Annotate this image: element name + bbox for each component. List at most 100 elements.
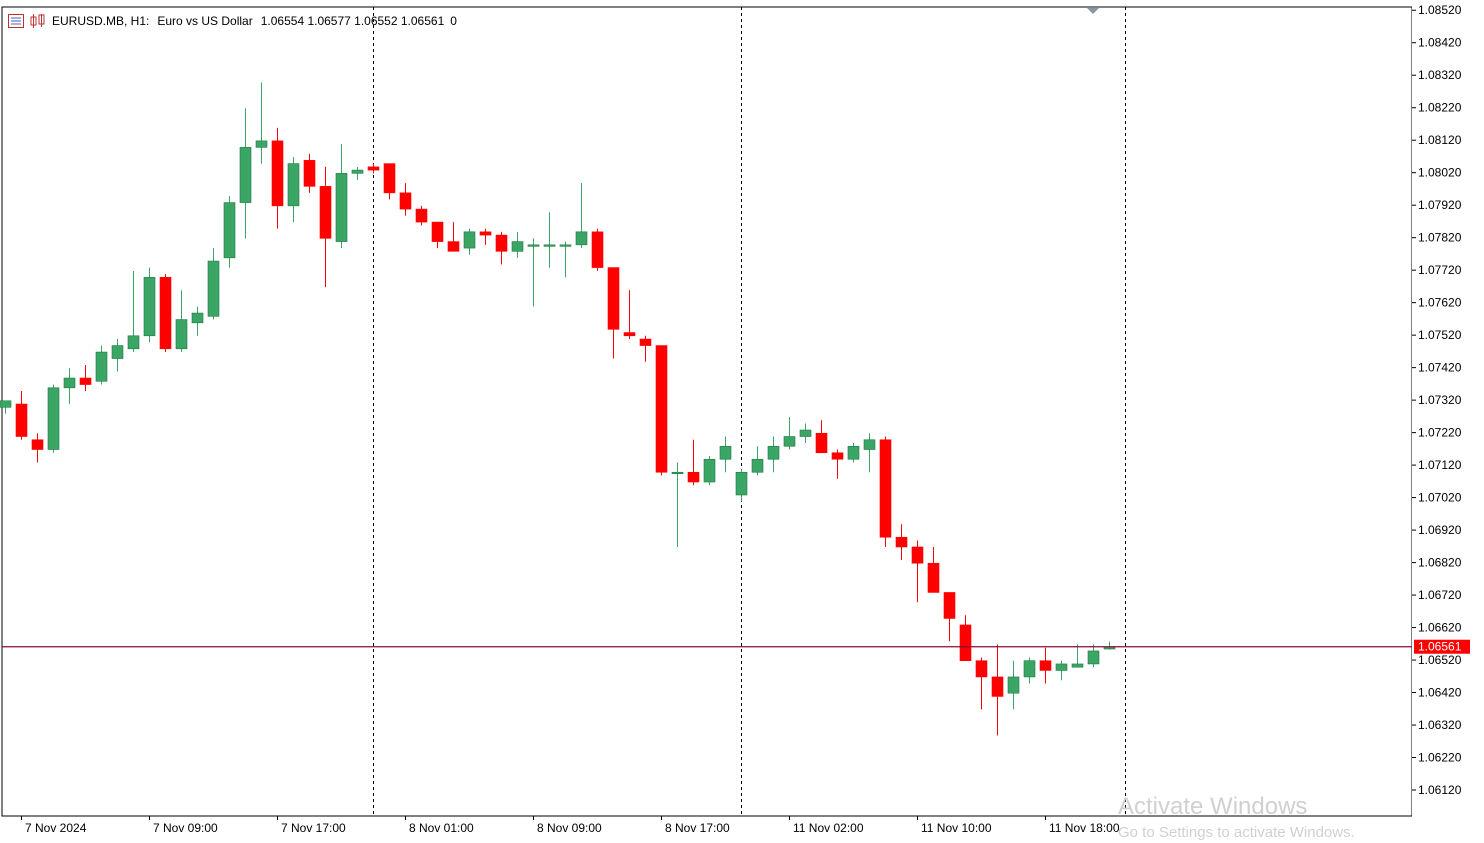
- candle: [735, 469, 748, 502]
- candle-body: [719, 445, 732, 460]
- candle-body: [559, 244, 572, 247]
- candle-body: [31, 439, 44, 450]
- candle: [431, 221, 444, 249]
- candle-body: [495, 234, 508, 252]
- candle-body: [943, 592, 956, 619]
- candle-body: [239, 147, 252, 203]
- candle-body: [255, 140, 268, 148]
- time-tick-label: 7 Nov 2024: [25, 821, 87, 835]
- candle: [623, 290, 636, 340]
- price-tick-label: 1.07820: [1418, 231, 1462, 245]
- candle-body: [575, 231, 588, 246]
- candle-body: [991, 676, 1004, 697]
- candle: [1023, 657, 1036, 684]
- candle-body: [319, 186, 332, 239]
- candle: [31, 433, 44, 463]
- candle: [975, 657, 988, 710]
- candle-body: [367, 166, 380, 171]
- price-axis: [1412, 0, 1484, 838]
- candle: [847, 443, 860, 463]
- volume-value: 0: [450, 14, 457, 28]
- time-tick-label: 8 Nov 09:00: [537, 821, 602, 835]
- candle-body: [591, 231, 604, 268]
- candle: [991, 644, 1004, 736]
- candle: [207, 248, 220, 320]
- price-tick-label: 1.06320: [1418, 718, 1462, 732]
- candle-body: [655, 345, 668, 473]
- candle-body: [335, 173, 348, 242]
- price-tick-label: 1.08320: [1418, 68, 1462, 82]
- price-tick-label: 1.07320: [1418, 393, 1462, 407]
- candle: [351, 166, 364, 180]
- candle-body: [623, 332, 636, 337]
- candle: [639, 335, 652, 362]
- candle-body: [879, 439, 892, 538]
- candle: [911, 540, 924, 603]
- candle: [767, 436, 780, 473]
- candle-body: [1039, 660, 1052, 671]
- candle-body: [959, 624, 972, 661]
- candle: [527, 238, 540, 307]
- candle-body: [863, 439, 876, 450]
- price-tick-label: 1.07520: [1418, 328, 1462, 342]
- candle: [895, 524, 908, 560]
- candle-body: [303, 160, 316, 187]
- candle: [399, 183, 412, 216]
- candle-body: [175, 319, 188, 350]
- price-tick-label: 1.06220: [1418, 751, 1462, 765]
- candle-body: [63, 377, 76, 389]
- candle-body: [191, 312, 204, 324]
- candle-body: [815, 432, 828, 454]
- candle: [367, 163, 380, 174]
- candle: [879, 436, 892, 547]
- candle: [591, 228, 604, 271]
- candle: [239, 108, 252, 239]
- candle: [575, 183, 588, 249]
- activation-watermark-subtitle: Go to Settings to activate Windows.: [1118, 824, 1355, 841]
- candle-body: [687, 471, 700, 483]
- candle-body: [1023, 660, 1036, 678]
- symbol-description: Euro vs US Dollar: [157, 14, 253, 28]
- price-tick-label: 1.07020: [1418, 491, 1462, 505]
- time-tick-label: 8 Nov 01:00: [409, 821, 474, 835]
- candle: [479, 228, 492, 245]
- price-tick-label: 1.08520: [1418, 3, 1462, 17]
- candle: [1087, 644, 1100, 668]
- chart-type-icon[interactable]: [30, 14, 46, 28]
- candle-body: [351, 169, 364, 174]
- time-tick-label: 11 Nov 02:00: [793, 821, 864, 835]
- candle-body: [15, 403, 28, 437]
- candle: [1039, 647, 1052, 684]
- candle-body: [1087, 650, 1100, 665]
- candle-body: [639, 338, 652, 346]
- candle: [383, 163, 396, 200]
- candle: [415, 205, 428, 226]
- price-tick-label: 1.07720: [1418, 263, 1462, 277]
- candle-body: [383, 163, 396, 194]
- time-tick-label: 8 Nov 17:00: [665, 821, 730, 835]
- symbol-label: EURUSD.MB, H1:: [52, 14, 150, 28]
- candle: [559, 241, 572, 278]
- current-price-label: 1.06561: [1418, 640, 1462, 654]
- candle-body: [1071, 663, 1084, 668]
- candle-body: [159, 277, 172, 350]
- shift-marker-icon: [1087, 8, 1099, 14]
- candle-body: [767, 445, 780, 460]
- price-tick-label: 1.08020: [1418, 166, 1462, 180]
- candle: [1055, 660, 1068, 681]
- candle: [783, 417, 796, 450]
- price-tick-label: 1.07420: [1418, 361, 1462, 375]
- chart-window-icon[interactable]: [8, 14, 24, 28]
- candle: [463, 228, 476, 255]
- activation-watermark-title: Activate Windows: [1118, 793, 1308, 820]
- candle: [863, 433, 876, 473]
- candle: [447, 222, 460, 252]
- candle: [799, 423, 812, 444]
- candle-body: [703, 458, 716, 483]
- candle: [127, 270, 140, 353]
- candle: [607, 267, 620, 359]
- candle: [255, 82, 268, 164]
- price-tick-label: 1.06920: [1418, 523, 1462, 537]
